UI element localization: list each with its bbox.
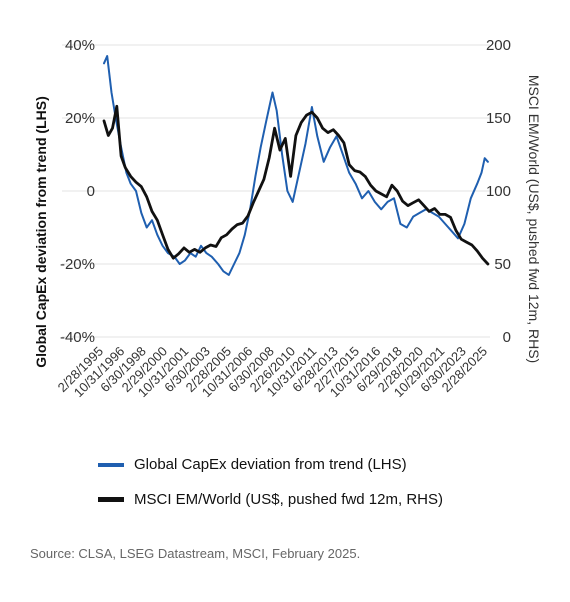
legend-label-msci: MSCI EM/World (US$, pushed fwd 12m, RHS) — [134, 491, 443, 508]
msci-series-line — [102, 104, 490, 266]
series-lines — [102, 55, 490, 276]
left-axis-title: Global CapEx deviation from trend (LHS) — [33, 96, 49, 367]
capex-series-line — [103, 55, 489, 276]
left-tick-label: -40% — [60, 329, 95, 346]
legend-item-msci: MSCI EM/World (US$, pushed fwd 12m, RHS) — [98, 491, 443, 508]
legend-item-capex: Global CapEx deviation from trend (LHS) — [98, 456, 407, 473]
right-tick-label: 100 — [486, 183, 511, 200]
right-tick-label: 150 — [486, 110, 511, 127]
left-tick-label: 0 — [87, 183, 95, 200]
legend-swatch-msci — [98, 497, 124, 502]
right-axis-ticks: 200 150 100 50 0 — [486, 37, 511, 346]
x-axis-ticks: 2/28/199510/31/19966/30/19982/29/200010/… — [55, 344, 491, 401]
left-tick-label: 40% — [65, 37, 95, 54]
legend-label-capex: Global CapEx deviation from trend (LHS) — [134, 456, 407, 473]
legend-swatch-capex — [98, 462, 124, 467]
right-tick-label: 50 — [494, 256, 511, 273]
left-tick-label: 20% — [65, 110, 95, 127]
line-chart: 40% 20% 0 -20% -40% 200 150 100 50 0 2/28/199510… — [33, 37, 542, 401]
right-axis-title: MSCI EM/World (US$, pushed fwd 12m, RHS) — [526, 75, 542, 363]
left-axis-ticks: 40% 20% 0 -20% -40% — [60, 37, 95, 346]
left-tick-label: -20% — [60, 256, 95, 273]
right-tick-label: 0 — [503, 329, 511, 346]
gridlines — [62, 44, 490, 338]
source-note: Source: CLSA, LSEG Datastream, MSCI, Feb… — [30, 546, 361, 561]
right-tick-label: 200 — [486, 37, 511, 54]
